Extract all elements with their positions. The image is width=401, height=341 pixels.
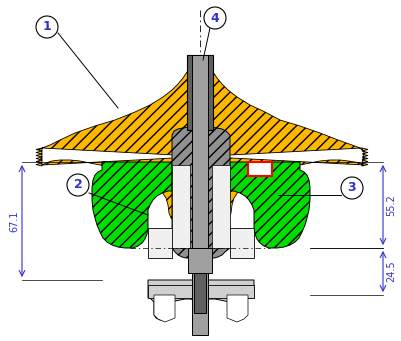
Bar: [211, 165, 229, 248]
Circle shape: [340, 177, 362, 199]
Bar: [247, 162, 271, 176]
Bar: [186, 55, 213, 130]
Text: 2: 2: [73, 178, 82, 192]
Circle shape: [67, 174, 89, 196]
Bar: [192, 55, 207, 335]
Polygon shape: [229, 162, 309, 248]
Bar: [194, 273, 205, 313]
Polygon shape: [92, 162, 172, 248]
Polygon shape: [227, 295, 247, 322]
Bar: [148, 228, 172, 258]
Polygon shape: [148, 280, 253, 320]
Text: 55.2: 55.2: [385, 194, 395, 216]
Bar: [229, 228, 253, 258]
Bar: [172, 165, 190, 248]
Bar: [188, 248, 211, 273]
Text: 24.5: 24.5: [385, 261, 395, 282]
Text: 3: 3: [347, 181, 355, 194]
Text: 1: 1: [43, 20, 51, 33]
Polygon shape: [172, 127, 229, 258]
Text: 67.1: 67.1: [9, 210, 19, 232]
Polygon shape: [36, 59, 367, 221]
Polygon shape: [148, 285, 253, 298]
Polygon shape: [154, 295, 174, 322]
Circle shape: [36, 16, 58, 38]
Text: 4: 4: [210, 12, 219, 25]
Circle shape: [203, 7, 225, 29]
